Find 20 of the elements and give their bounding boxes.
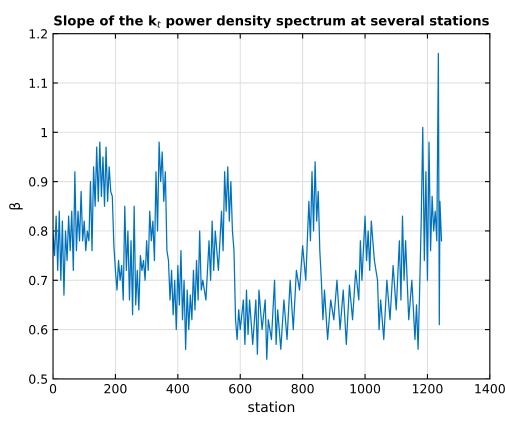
y-tick-label: 0.8: [29, 226, 48, 236]
y-axis-title: β: [9, 202, 23, 210]
y-tick-label: 0.7: [29, 276, 48, 286]
y-tick-label: 1: [42, 128, 48, 138]
line-series: [53, 52, 442, 360]
x-tick-label: 1400: [475, 384, 505, 394]
x-tick-label: 600: [229, 384, 252, 394]
x-tick-label: 1000: [350, 384, 380, 394]
y-tick-label: 0.5: [29, 374, 48, 384]
x-tick-label: 1200: [412, 384, 443, 394]
x-tick-label: 800: [292, 384, 314, 394]
y-tick-label: 1.2: [30, 29, 47, 38]
y-tick-label: 0.9: [29, 177, 48, 187]
chart-title: Slope of the k$_{t}$ power density spectrum at several stations: [54, 15, 489, 28]
x-tick-label: 0: [50, 384, 56, 394]
y-tick-label: 1.1: [30, 78, 48, 88]
y-tick-label: 0.6: [29, 325, 48, 335]
x-axis-title: station: [248, 401, 294, 412]
x-tick-label: 200: [104, 384, 127, 394]
x-tick-label: 400: [166, 384, 189, 394]
